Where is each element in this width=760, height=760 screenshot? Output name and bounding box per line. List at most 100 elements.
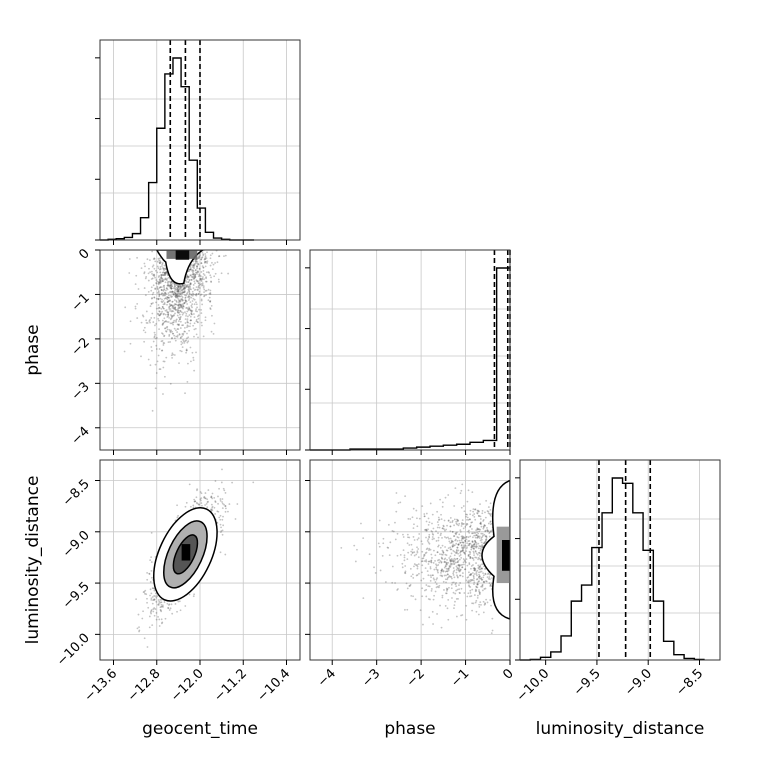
- sample-point: [221, 502, 224, 505]
- sample-point: [175, 301, 178, 303]
- sample-point: [202, 253, 205, 256]
- sample-point: [478, 567, 481, 570]
- sample-point: [475, 556, 478, 559]
- sample-point: [484, 603, 487, 605]
- sample-point: [151, 624, 154, 627]
- sample-point: [150, 297, 153, 300]
- sample-point: [470, 574, 472, 576]
- sample-point: [454, 487, 457, 490]
- sample-point: [196, 267, 198, 270]
- sample-point: [458, 584, 460, 587]
- sample-point: [143, 637, 146, 640]
- sample-point: [472, 564, 474, 566]
- sample-point: [167, 283, 169, 286]
- sample-point: [163, 307, 165, 310]
- sample-point: [427, 523, 430, 526]
- sample-point: [224, 507, 227, 510]
- sample-point: [465, 618, 468, 621]
- sample-point: [382, 537, 385, 540]
- sample-point: [477, 542, 480, 545]
- sample-point: [180, 343, 183, 346]
- sample-point: [472, 536, 474, 539]
- sample-point: [473, 554, 475, 557]
- sample-point: [152, 264, 155, 267]
- sample-point: [183, 330, 186, 333]
- sample-point: [134, 305, 137, 308]
- sample-point: [221, 529, 224, 532]
- sample-point: [179, 285, 182, 287]
- sample-point: [128, 258, 131, 260]
- sample-point: [459, 554, 462, 556]
- sample-point: [434, 590, 437, 593]
- sample-point: [153, 273, 155, 276]
- sample-point: [178, 303, 181, 306]
- sample-point: [134, 307, 137, 310]
- sample-point: [172, 307, 175, 309]
- sample-point: [435, 564, 438, 567]
- sample-point: [416, 546, 418, 549]
- sample-point: [205, 289, 208, 292]
- sample-point: [443, 566, 446, 569]
- sample-point: [471, 545, 473, 547]
- sample-point: [374, 572, 377, 574]
- sample-point: [176, 294, 179, 297]
- sample-point: [476, 509, 479, 512]
- sample-point: [171, 290, 174, 293]
- sample-point: [191, 273, 194, 276]
- sample-point: [150, 317, 153, 319]
- sample-point: [481, 584, 484, 587]
- sample-point: [473, 567, 476, 569]
- sample-point: [136, 317, 139, 319]
- sample-point: [153, 598, 156, 601]
- sample-point: [187, 283, 189, 286]
- sample-point: [165, 297, 168, 300]
- sample-point: [168, 316, 170, 319]
- sample-point: [446, 578, 449, 581]
- sample-point: [159, 277, 162, 280]
- sample-point: [159, 286, 162, 289]
- sample-point: [185, 351, 188, 354]
- sample-point: [142, 591, 145, 594]
- sample-point: [183, 341, 186, 344]
- sample-point: [484, 524, 487, 527]
- sample-point: [477, 535, 480, 537]
- sample-point: [183, 290, 186, 293]
- sample-point: [218, 487, 220, 490]
- sample-point: [150, 278, 153, 280]
- sample-point: [160, 349, 163, 352]
- sample-point: [214, 272, 217, 275]
- sample-point: [436, 577, 439, 580]
- sample-point: [181, 284, 184, 287]
- sample-point: [475, 562, 477, 564]
- sample-point: [485, 580, 487, 582]
- sample-point: [210, 330, 213, 333]
- sample-point: [421, 543, 424, 545]
- sample-point: [472, 544, 475, 547]
- sample-point: [157, 304, 160, 306]
- sample-point: [195, 286, 198, 289]
- sample-point: [152, 291, 155, 294]
- x-tick-label: −2: [404, 666, 428, 690]
- sample-point: [189, 268, 192, 271]
- sample-point: [169, 318, 172, 321]
- sample-point: [153, 335, 156, 338]
- sample-point: [476, 528, 479, 531]
- sample-point: [160, 300, 163, 303]
- sample-point: [159, 609, 162, 612]
- sample-point: [480, 567, 483, 570]
- sample-point: [489, 520, 492, 523]
- sample-point: [158, 348, 161, 350]
- sample-point: [199, 283, 202, 286]
- sample-point: [486, 576, 489, 579]
- sample-point: [160, 312, 163, 315]
- sample-point: [166, 301, 169, 303]
- sample-point: [482, 527, 485, 530]
- sample-point: [476, 512, 478, 514]
- sample-point: [474, 518, 477, 521]
- sample-point: [161, 332, 163, 334]
- scatter-group: [340, 479, 510, 635]
- sample-point: [473, 543, 476, 546]
- sample-point: [464, 540, 467, 543]
- sample-point: [187, 309, 190, 312]
- sample-point: [169, 284, 172, 287]
